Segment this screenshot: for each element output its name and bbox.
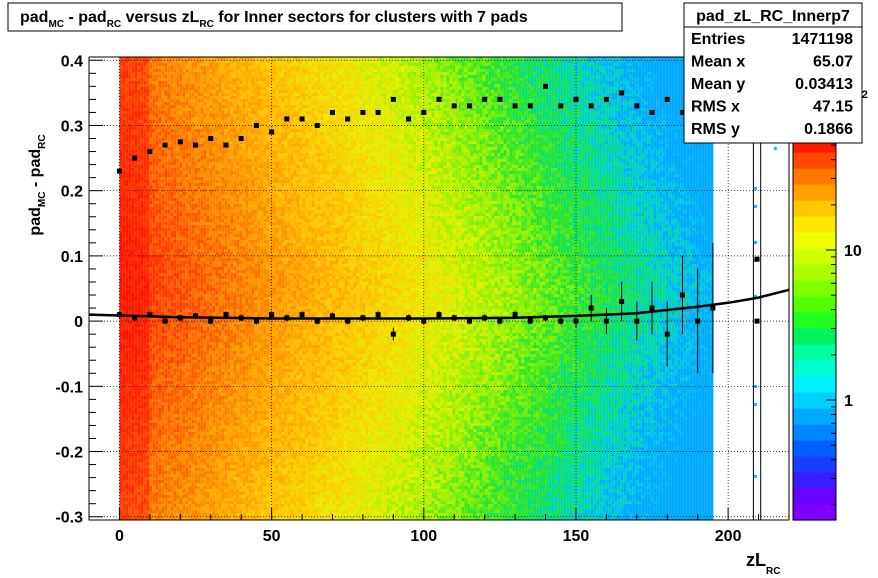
- profile-point: [345, 116, 350, 121]
- profile-point: [223, 143, 228, 148]
- y-tick-label: 0.1: [61, 249, 83, 266]
- profile-point: [680, 293, 685, 298]
- profile-point: [695, 319, 700, 324]
- profile-point: [589, 306, 594, 311]
- y-tick-label: 0: [74, 314, 83, 331]
- profile-point: [755, 257, 760, 262]
- y-tick-label: -0.3: [55, 510, 83, 527]
- profile-point: [208, 319, 213, 324]
- profile-point: [223, 312, 228, 317]
- profile-point: [482, 97, 487, 102]
- stats-value: 1471198: [792, 31, 854, 48]
- profile-point: [315, 123, 320, 128]
- profile-point: [300, 116, 305, 121]
- stats-title: pad_zL_RC_Innerp7: [696, 8, 850, 25]
- profile-point: [604, 319, 609, 324]
- profile-point: [163, 319, 168, 324]
- stats-label: Mean x: [691, 54, 745, 71]
- profile-point: [421, 110, 426, 115]
- stats-box: pad_zL_RC_Innerp7 Entries 1471198 Mean x 65…: [684, 3, 862, 143]
- profile-point: [619, 90, 624, 95]
- profile-point: [513, 103, 518, 108]
- profile-point: [467, 103, 472, 108]
- profile-point: [528, 103, 533, 108]
- y-tick-label: 0.2: [61, 184, 83, 201]
- profile-point: [284, 116, 289, 121]
- y-tick-label: 0.4: [61, 53, 83, 70]
- profile-point: [755, 319, 760, 324]
- profile-point: [650, 110, 655, 115]
- profile-point: [163, 143, 168, 148]
- profile-point: [208, 136, 213, 141]
- stats-label: Entries: [691, 31, 745, 48]
- y-tick-label: -0.2: [55, 445, 83, 462]
- stats-label: Mean y: [691, 76, 745, 93]
- z-tick-label: 1: [844, 393, 853, 410]
- y-tick-label: 0.3: [61, 118, 83, 135]
- x-tick-label: 150: [563, 528, 590, 545]
- x-tick-label: 0: [115, 528, 124, 545]
- profile-point: [391, 97, 396, 102]
- profile-point: [528, 319, 533, 324]
- profile-point: [147, 149, 152, 154]
- profile-point: [513, 312, 518, 317]
- stats-value: 0.1866: [804, 121, 853, 138]
- profile-point: [634, 319, 639, 324]
- profile-point: [239, 136, 244, 141]
- stats-label: RMS x: [691, 99, 740, 116]
- profile-point: [360, 110, 365, 115]
- profile-point: [497, 97, 502, 102]
- profile-point: [117, 169, 122, 174]
- profile-point: [376, 110, 381, 115]
- profile-point: [376, 312, 381, 317]
- x-axis-label: zLRC: [746, 550, 780, 577]
- y-axis-label: padMC - padRC: [27, 134, 48, 235]
- profile-point: [193, 143, 198, 148]
- profile-point: [254, 123, 259, 128]
- profile-point: [497, 319, 502, 324]
- z-tick-label: 10: [844, 243, 862, 260]
- profile-point: [710, 306, 715, 311]
- profile-point: [573, 97, 578, 102]
- stats-value: 65.07: [813, 54, 853, 71]
- profile-point: [452, 103, 457, 108]
- profile-point: [330, 110, 335, 115]
- stats-value: 47.15: [813, 99, 853, 116]
- y-tick-label: -0.1: [55, 379, 83, 396]
- profile-point: [300, 312, 305, 317]
- profile-point: [634, 103, 639, 108]
- stats-label: RMS y: [691, 121, 740, 138]
- profile-point: [665, 332, 670, 337]
- profile-point: [558, 319, 563, 324]
- profile-point: [573, 319, 578, 324]
- x-tick-label: 50: [263, 528, 281, 545]
- color-scale: 110102: [793, 89, 868, 521]
- profile-point: [650, 306, 655, 311]
- profile-point: [391, 332, 396, 337]
- profile-point: [269, 129, 274, 134]
- profile-point: [269, 312, 274, 317]
- profile-point: [665, 97, 670, 102]
- profile-point: [604, 97, 609, 102]
- x-tick-label: 200: [715, 528, 742, 545]
- profile-point: [619, 299, 624, 304]
- stats-value: 0.03413: [795, 76, 853, 93]
- x-tick-label: 100: [410, 528, 437, 545]
- profile-point: [543, 84, 548, 89]
- profile-point: [178, 139, 183, 144]
- density-map: [119, 57, 776, 522]
- profile-point: [437, 97, 442, 102]
- profile-point: [589, 103, 594, 108]
- profile-point: [437, 312, 442, 317]
- profile-point: [132, 156, 137, 161]
- profile-point: [406, 116, 411, 121]
- profile-point: [558, 103, 563, 108]
